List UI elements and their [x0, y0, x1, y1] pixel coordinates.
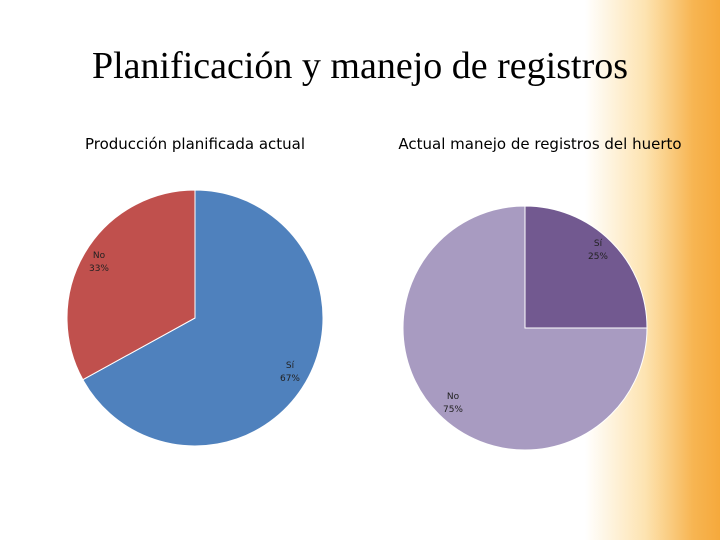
pie1-slice-1: [82, 189, 324, 447]
pie2-slice-1-label: Sí 25%: [588, 239, 608, 262]
pie1-slice-1-label: Sí 67%: [280, 361, 300, 384]
chart-title-record-keeping: Actual manejo de registros del huerto: [398, 135, 682, 153]
pie2-slice-2-label: No 75%: [443, 392, 463, 415]
slide-title: Planificación y manejo de registros: [91, 45, 629, 87]
pie1-slice-2: [66, 189, 196, 381]
pie2-slice-2: [402, 205, 648, 451]
pie2-slice-1: [524, 205, 648, 329]
chart-title-planned-production: Producción planificada actual: [84, 135, 306, 153]
pie1-slice-2-label: No 33%: [89, 251, 109, 274]
